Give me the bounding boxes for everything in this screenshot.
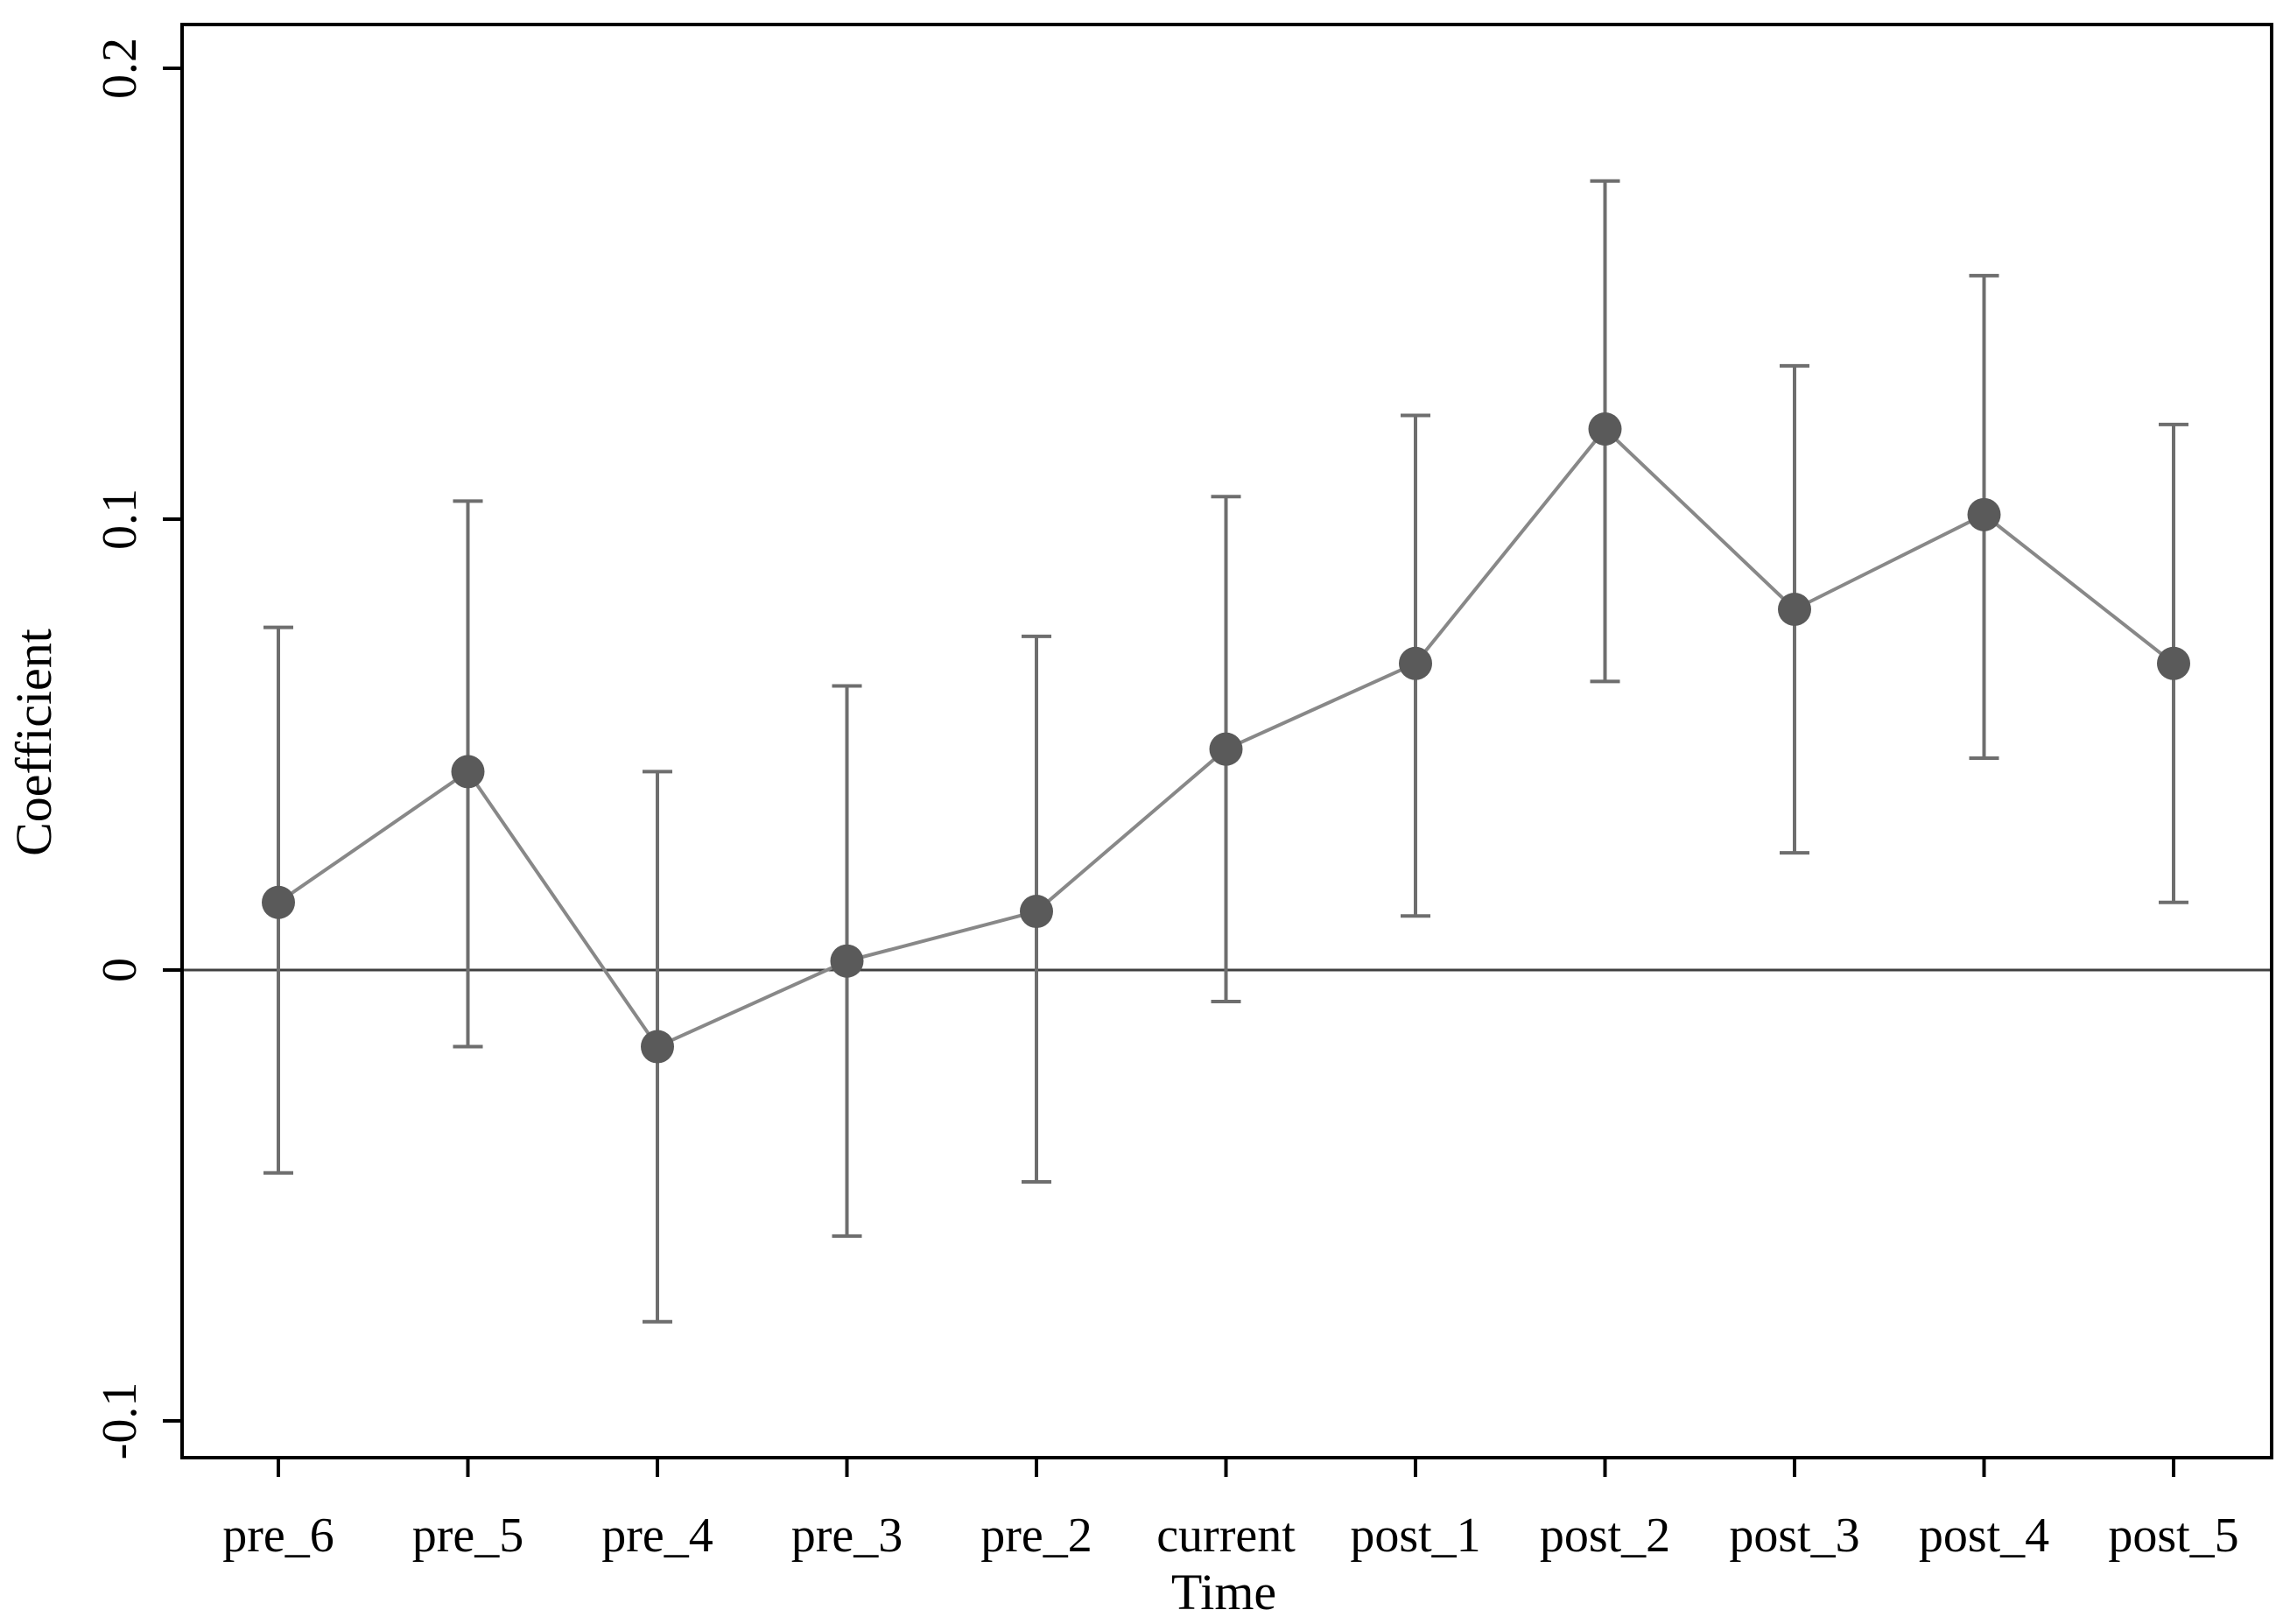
point-layer xyxy=(262,412,2190,1064)
data-point xyxy=(830,944,864,978)
x-tick-label: pre_6 xyxy=(222,1508,334,1563)
y-tick-label: 0.2 xyxy=(93,38,147,99)
data-point xyxy=(2157,646,2190,680)
x-tick-label: pre_3 xyxy=(791,1508,903,1563)
x-tick-label: post_5 xyxy=(2108,1508,2238,1563)
data-point xyxy=(451,755,485,789)
y-tick-label: 0 xyxy=(93,958,147,982)
x-tick-label: current xyxy=(1156,1508,1296,1563)
x-tick-label: post_3 xyxy=(1729,1508,1859,1563)
x-tick-label: pre_2 xyxy=(980,1508,1092,1563)
data-point xyxy=(1399,646,1432,680)
x-tick-label: post_1 xyxy=(1350,1508,1480,1563)
x-tick-label: post_2 xyxy=(1540,1508,1670,1563)
data-point xyxy=(1967,497,2001,531)
x-tick-label: pre_5 xyxy=(412,1508,524,1563)
y-tick-label: -0.1 xyxy=(93,1382,147,1460)
data-point xyxy=(1778,593,1811,626)
data-point xyxy=(1209,732,1243,766)
data-point xyxy=(641,1030,674,1064)
y-axis-title: Coefficient xyxy=(5,629,62,856)
data-point xyxy=(1020,895,1053,929)
y-tick-label: 0.1 xyxy=(93,489,147,550)
x-tick-label: post_4 xyxy=(1919,1508,2049,1563)
data-point xyxy=(262,885,295,919)
x-tick-layer: pre_6 pre_5 pre_4 pre_3 pre_2 current post_1 po… xyxy=(222,1458,2239,1563)
x-tick-label: pre_4 xyxy=(601,1508,713,1563)
data-point xyxy=(1588,412,1622,446)
y-tick-layer: -0.1 0 0.1 0.2 xyxy=(93,38,182,1459)
x-axis-title: Time xyxy=(1171,1564,1276,1620)
